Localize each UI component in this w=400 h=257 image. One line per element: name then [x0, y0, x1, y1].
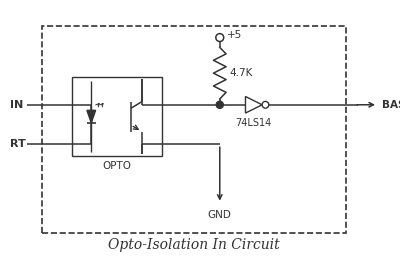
Text: 74LS14: 74LS14: [236, 118, 272, 128]
Text: +5: +5: [227, 30, 242, 40]
Text: IN: IN: [10, 100, 24, 110]
Circle shape: [216, 101, 223, 108]
Text: OPTO: OPTO: [102, 161, 132, 171]
Text: GND: GND: [208, 209, 232, 219]
Text: 4.7K: 4.7K: [230, 68, 253, 78]
Polygon shape: [87, 110, 96, 123]
FancyBboxPatch shape: [72, 77, 162, 156]
Text: Opto-Isolation In Circuit: Opto-Isolation In Circuit: [108, 238, 280, 252]
Text: RT: RT: [10, 139, 26, 149]
Text: BASE BOARD: BASE BOARD: [382, 100, 400, 110]
